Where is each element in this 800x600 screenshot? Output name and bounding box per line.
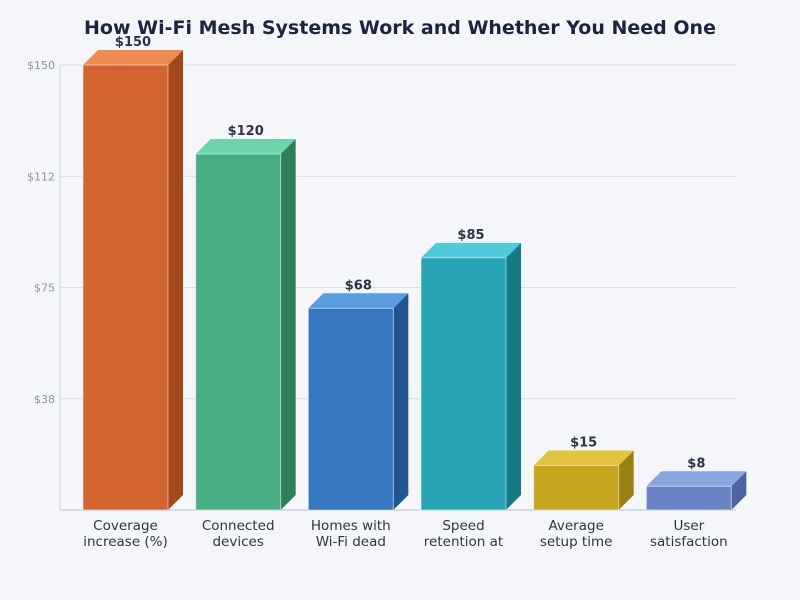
data-label: $150 xyxy=(115,35,151,50)
bar-top xyxy=(308,293,409,309)
x-tick-label: retention at xyxy=(424,534,503,550)
bar-top xyxy=(533,450,634,466)
x-tick-label: User xyxy=(673,518,704,534)
y-tick-label: $38 xyxy=(34,393,55,406)
data-label: $15 xyxy=(570,436,597,451)
bar xyxy=(420,257,507,511)
bar-top xyxy=(195,139,296,154)
data-label: $120 xyxy=(228,124,264,139)
bar xyxy=(82,64,169,511)
data-label: $8 xyxy=(687,456,705,471)
x-tick-label: devices xyxy=(212,534,263,550)
x-tick-label: satisfaction xyxy=(650,534,728,550)
bar-side xyxy=(168,50,183,510)
x-tick-label: Speed xyxy=(442,518,484,534)
bar-top xyxy=(83,50,183,65)
bar-side xyxy=(393,293,409,510)
x-tick-label: Average xyxy=(548,518,603,534)
x-tick-label: Wi-Fi dead xyxy=(316,534,386,550)
bar xyxy=(533,465,620,511)
bar-side xyxy=(280,139,296,510)
data-label: $68 xyxy=(345,278,372,293)
x-tick-label: setup time xyxy=(540,534,613,550)
bar-side xyxy=(506,242,521,511)
y-tick-label: $75 xyxy=(34,282,55,295)
bar xyxy=(645,485,732,511)
x-tick-label: Homes with xyxy=(311,518,391,534)
bar-side xyxy=(618,450,634,510)
bars: $150 $120 $68 $85 $15 $8 xyxy=(82,35,747,511)
bar-top xyxy=(646,471,747,487)
x-tick-label: Coverage xyxy=(93,518,158,534)
y-tick-label: $150 xyxy=(27,59,55,72)
bar xyxy=(195,153,282,511)
bar-top xyxy=(421,242,521,258)
chart-title: How Wi-Fi Mesh Systems Work and Whether … xyxy=(84,17,716,39)
data-label: $85 xyxy=(457,228,484,243)
bar xyxy=(307,307,394,511)
y-tick-label: $112 xyxy=(27,170,55,183)
x-tick-label: increase (%) xyxy=(83,534,168,550)
x-tick-label: Connected xyxy=(202,518,275,534)
bar-side xyxy=(731,471,747,510)
